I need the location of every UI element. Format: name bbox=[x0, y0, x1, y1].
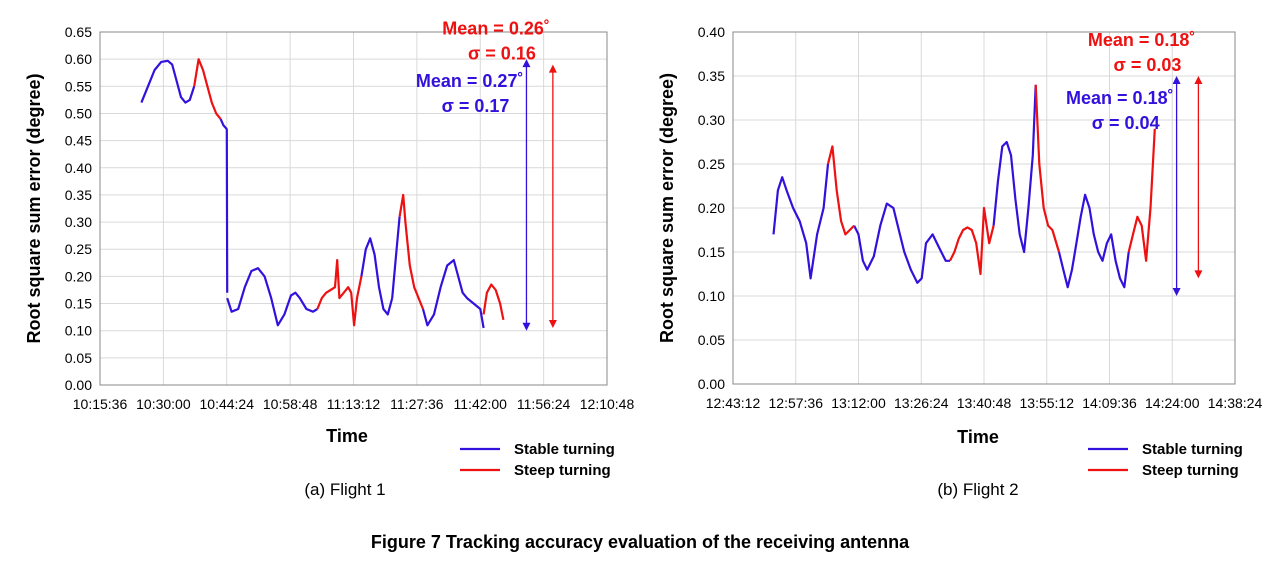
y-axis-label: Root square sum error (degree) bbox=[657, 73, 677, 343]
sigma-label: σ = 0.16 bbox=[468, 44, 536, 64]
y-tick-label: 0.50 bbox=[65, 105, 92, 121]
y-axis-label: Root square sum error (degree) bbox=[24, 73, 44, 343]
steep-turning-segment bbox=[949, 206, 995, 276]
x-tick-label: 14:38:24 bbox=[1208, 395, 1263, 411]
y-tick-label: 0.25 bbox=[65, 241, 92, 257]
x-tick-label: 11:42:00 bbox=[454, 396, 508, 412]
y-tick-label: 0.35 bbox=[698, 68, 725, 84]
x-tick-label: 10:15:36 bbox=[73, 396, 128, 412]
stable-turning-segment bbox=[391, 216, 401, 299]
x-tick-label: 11:13:12 bbox=[327, 396, 381, 412]
y-tick-label: 0.35 bbox=[65, 187, 92, 203]
y-tick-label: 0.05 bbox=[698, 332, 725, 348]
chart-caption: (a) Flight 1 bbox=[304, 480, 385, 499]
steep-turning-segment bbox=[398, 193, 425, 310]
x-tick-label: 11:56:24 bbox=[517, 396, 571, 412]
steep-turning-segment bbox=[316, 259, 363, 327]
x-tick-label: 10:44:24 bbox=[200, 396, 255, 412]
y-tick-label: 0.15 bbox=[698, 244, 725, 260]
x-axis-label: Time bbox=[957, 427, 999, 447]
x-tick-label: 13:40:48 bbox=[957, 395, 1012, 411]
stable-turning-segment bbox=[226, 267, 318, 327]
stable-turning-segment bbox=[140, 59, 196, 104]
y-tick-label: 0.40 bbox=[698, 24, 725, 40]
y-tick-label: 0.10 bbox=[65, 323, 92, 339]
sigma-label: σ = 0.03 bbox=[1114, 55, 1182, 75]
arrow-head-bottom bbox=[1172, 288, 1181, 296]
mean-label: Mean = 0.27˚ bbox=[416, 71, 524, 91]
y-tick-label: 0.20 bbox=[65, 268, 92, 284]
figure-title: Figure 7 Tracking accuracy evaluation of… bbox=[371, 532, 910, 552]
x-tick-label: 12:43:12 bbox=[706, 395, 761, 411]
steep-turning-segment bbox=[826, 145, 855, 236]
stable-turning-segment bbox=[360, 237, 394, 316]
sigma-label: σ = 0.17 bbox=[442, 96, 510, 116]
chart-flight-2: 0.00 0.05 0.10 0.15 0.20 0.25 0.30 0.35 0.40 12:4… bbox=[657, 24, 1262, 499]
plot-area bbox=[732, 31, 1236, 385]
plot-area bbox=[99, 31, 608, 386]
y-tick-label: 0.30 bbox=[65, 214, 92, 230]
x-axis-label: Time bbox=[326, 426, 368, 446]
steep-turning-segment bbox=[1127, 128, 1156, 262]
legend-label: Steep turning bbox=[1142, 462, 1239, 479]
x-tick-label: 12:57:36 bbox=[769, 395, 824, 411]
arrow-head-bottom bbox=[522, 322, 531, 331]
y-tick-label: 0.45 bbox=[65, 133, 92, 149]
chart-flight-1: 0.00 0.05 0.10 0.15 0.20 0.25 0.30 0.35 0.40 0.45… bbox=[24, 19, 634, 499]
legend-label: Steep turning bbox=[514, 462, 611, 479]
x-tick-label: 12:10:48 bbox=[580, 396, 635, 412]
arrow-head-bottom bbox=[548, 319, 557, 328]
x-tick-label: 10:58:48 bbox=[263, 396, 318, 412]
arrow-head-top bbox=[522, 59, 531, 68]
stable-turning-segment bbox=[853, 202, 950, 284]
x-tick-label: 13:55:12 bbox=[1020, 395, 1075, 411]
y-tick-label: 0.00 bbox=[698, 376, 725, 392]
legend-label: Stable turning bbox=[1142, 441, 1243, 458]
steep-turning-segment bbox=[193, 58, 222, 120]
x-tick-label: 14:09:36 bbox=[1082, 395, 1137, 411]
steep-turning-segment bbox=[1034, 84, 1061, 253]
arrow-head-top bbox=[548, 64, 557, 73]
x-tick-label: 14:24:00 bbox=[1145, 395, 1200, 411]
y-tick-label: 0.55 bbox=[65, 78, 92, 94]
steep-turning-segment bbox=[482, 283, 505, 321]
y-tick-label: 0.10 bbox=[698, 288, 725, 304]
x-tick-label: 10:30:00 bbox=[136, 396, 191, 412]
y-tick-label: 0.05 bbox=[65, 350, 92, 366]
arrow-head-top bbox=[1172, 76, 1181, 84]
mean-label: Mean = 0.18˚ bbox=[1088, 30, 1196, 50]
x-tick-label: 13:12:00 bbox=[831, 395, 886, 411]
y-tick-label: 0.65 bbox=[65, 24, 92, 40]
mean-label: Mean = 0.18˚ bbox=[1066, 88, 1174, 108]
stable-turning-segment bbox=[1057, 193, 1130, 289]
arrow-head-top bbox=[1194, 76, 1203, 84]
y-tick-label: 0.15 bbox=[65, 296, 92, 312]
y-tick-label: 0.60 bbox=[65, 51, 92, 67]
y-tick-label: 0.25 bbox=[698, 156, 725, 172]
chart-caption: (b) Flight 2 bbox=[937, 480, 1018, 499]
stable-turning-segment bbox=[772, 163, 830, 280]
y-tick-label: 0.00 bbox=[65, 377, 92, 393]
y-tick-label: 0.40 bbox=[65, 160, 92, 176]
legend-label: Stable turning bbox=[514, 441, 615, 458]
y-tick-label: 0.30 bbox=[698, 112, 725, 128]
stable-turning-segment bbox=[992, 84, 1037, 254]
x-tick-label: 11:27:36 bbox=[390, 396, 444, 412]
stable-turning-segment bbox=[421, 259, 485, 329]
sigma-label: σ = 0.04 bbox=[1092, 113, 1160, 133]
arrow-head-bottom bbox=[1194, 270, 1203, 279]
x-tick-label: 13:26:24 bbox=[894, 395, 949, 411]
y-tick-label: 0.20 bbox=[698, 200, 725, 216]
mean-label: Mean = 0.26˚ bbox=[442, 19, 550, 39]
stable-turning-segment bbox=[219, 118, 229, 293]
